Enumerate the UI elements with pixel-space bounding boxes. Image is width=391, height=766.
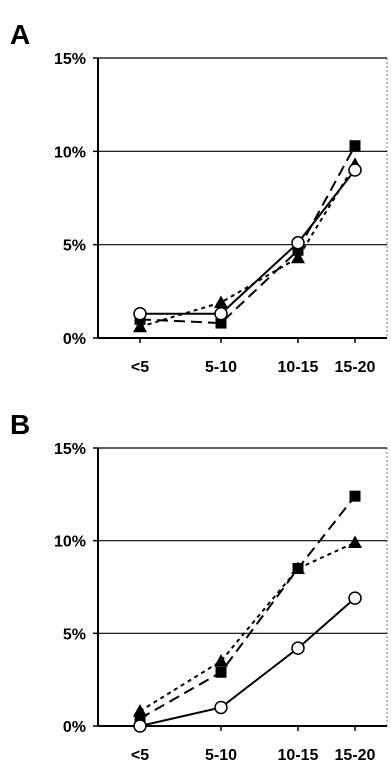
data-point-triangle bbox=[214, 654, 228, 667]
series-line-triangle bbox=[139, 163, 356, 328]
data-point-circle bbox=[214, 700, 228, 715]
x-tick-label: <5 bbox=[131, 359, 149, 376]
data-point-square bbox=[215, 317, 227, 329]
data-point-triangle bbox=[214, 295, 228, 309]
chart-panel-a: A 0% 5% 10% 15% <5 5-10 10-15 15-20 bbox=[10, 19, 388, 376]
panel-label: A bbox=[10, 19, 30, 50]
data-point-circle bbox=[348, 591, 362, 605]
y-tick-label: 5% bbox=[63, 626, 86, 643]
data-point-square bbox=[134, 713, 146, 725]
y-tick-label: 10% bbox=[54, 534, 86, 551]
data-point-square bbox=[349, 140, 361, 152]
series-line-circle-open bbox=[139, 597, 356, 727]
data-point-circle bbox=[133, 719, 147, 733]
series-line-circle-open bbox=[140, 169, 356, 315]
y-tick-label: 5% bbox=[63, 238, 86, 255]
y-tick-label: 15% bbox=[54, 51, 86, 68]
panel-label: B bbox=[10, 409, 30, 440]
data-point-triangle bbox=[133, 704, 147, 717]
data-point-circle bbox=[291, 236, 305, 250]
chart-panel-b: B 0% 5% 10% 15% <5 5-10 10-15 15-20 bbox=[10, 409, 388, 764]
series-line-triangle bbox=[139, 541, 356, 713]
data-point-square bbox=[292, 244, 304, 256]
series-line-square bbox=[139, 495, 356, 720]
data-point-square bbox=[349, 490, 361, 502]
data-point-triangle bbox=[348, 535, 362, 549]
x-tick-label: 10-15 bbox=[278, 359, 319, 376]
y-tick-label: 15% bbox=[54, 441, 86, 458]
y-tick-label: 0% bbox=[63, 719, 86, 736]
data-point-circle bbox=[291, 641, 305, 655]
data-point-triangle bbox=[291, 250, 305, 264]
data-point-circle bbox=[214, 306, 228, 321]
x-tick-label: 5-10 bbox=[205, 747, 237, 761]
data-point-triangle bbox=[291, 561, 305, 574]
data-point-circle bbox=[133, 306, 147, 321]
y-tick-label: 0% bbox=[63, 331, 86, 348]
x-tick-label: 10-15 bbox=[278, 747, 319, 761]
x-tick-label: 5-10 bbox=[205, 359, 237, 376]
series-line-square bbox=[139, 145, 356, 325]
x-tick-label: <5 bbox=[131, 747, 149, 761]
data-point-triangle bbox=[133, 319, 147, 333]
data-point-square bbox=[215, 666, 227, 678]
y-tick-label: 10% bbox=[54, 144, 86, 161]
x-tick-label: 15-20 bbox=[335, 359, 376, 376]
data-point-circle bbox=[348, 163, 362, 177]
x-tick-label: 15-20 bbox=[335, 747, 376, 761]
